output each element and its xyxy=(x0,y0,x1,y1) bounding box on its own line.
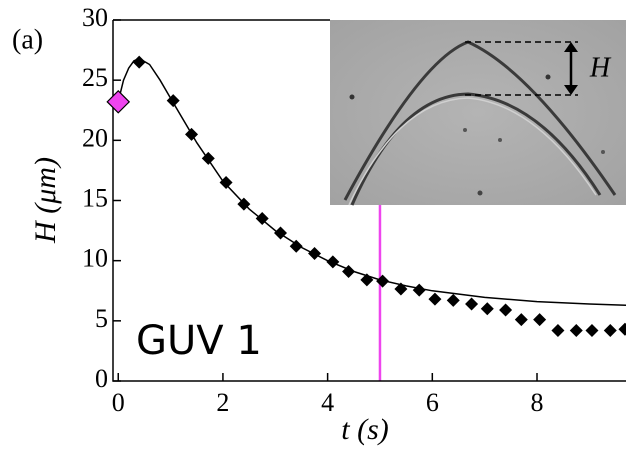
fit-curve xyxy=(117,57,626,306)
x-tick-label: 8 xyxy=(531,388,544,417)
y-tick-label: 0 xyxy=(95,364,108,393)
vesicle-halo xyxy=(348,97,597,206)
data-point xyxy=(428,292,442,306)
x-axis-label: t (s) xyxy=(341,413,389,446)
particle xyxy=(349,94,355,100)
data-point xyxy=(446,293,460,307)
data-point xyxy=(618,322,626,336)
data-point xyxy=(514,313,528,327)
x-tick-label: 4 xyxy=(321,388,334,417)
data-point xyxy=(603,323,617,337)
annotation: GUV 1 xyxy=(136,318,262,364)
inset-label: H xyxy=(589,52,612,83)
start-point xyxy=(106,89,131,114)
y-tick-label: 30 xyxy=(82,3,108,32)
y-tick-label: 15 xyxy=(82,183,108,212)
x-tick-label: 6 xyxy=(426,388,439,417)
data-point xyxy=(289,239,303,253)
data-point xyxy=(499,303,513,317)
particle xyxy=(498,138,502,142)
data-point xyxy=(465,297,479,311)
data-point xyxy=(533,313,547,327)
data-point xyxy=(585,323,599,337)
y-axis-label: H (μm) xyxy=(29,157,62,244)
y-tick-label: 25 xyxy=(82,63,108,92)
x-tick-label: 0 xyxy=(112,388,125,417)
particle xyxy=(545,74,551,80)
data-point xyxy=(412,283,426,297)
y-tick-label: 10 xyxy=(82,244,108,273)
plot-area: 0 5 10 15 20 25 30 0 2 4 6 8 xyxy=(82,3,626,417)
y-tick-label: 20 xyxy=(82,123,108,152)
inset-image: H xyxy=(330,20,626,206)
y-tick-label: 5 xyxy=(95,304,108,333)
panel-label: (a) xyxy=(12,24,43,55)
x-tick-label: 2 xyxy=(216,388,229,417)
particle xyxy=(463,128,467,132)
particle xyxy=(477,190,483,196)
data-point xyxy=(480,302,494,316)
data-point xyxy=(219,175,233,189)
data-point xyxy=(569,323,583,337)
particle xyxy=(601,150,605,154)
data-point xyxy=(132,55,146,69)
data-point xyxy=(326,255,340,269)
data-point xyxy=(551,323,565,337)
